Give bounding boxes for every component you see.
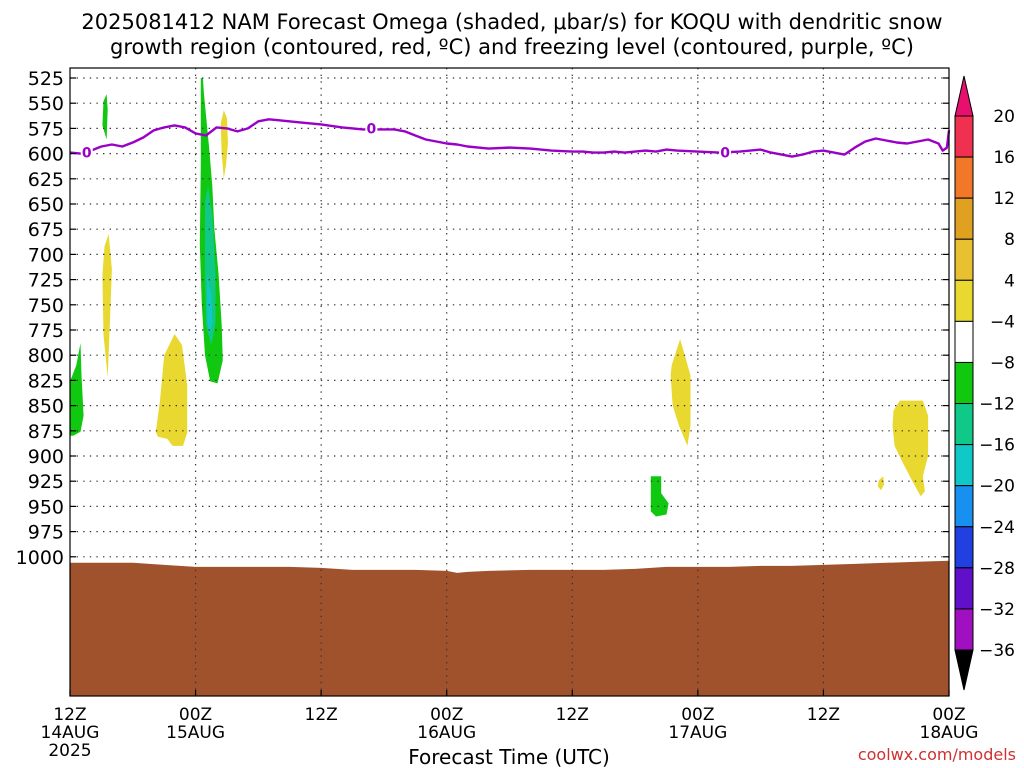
x-tick-label: 00Z <box>430 705 463 725</box>
colorbar-bin <box>954 115 974 158</box>
x-axis-label: Forecast Time (UTC) <box>408 745 610 768</box>
colorbar-bottom-arrow <box>954 649 974 691</box>
colorbar-bin <box>954 156 974 199</box>
colorbar-label: −32 <box>979 600 1015 620</box>
omega-region-10 <box>892 400 929 497</box>
y-tick-label: 625 <box>28 169 64 191</box>
x-tick-label: 12Z <box>807 705 840 725</box>
colorbar-label: −20 <box>979 477 1015 497</box>
colorbar-bin <box>954 403 974 446</box>
x-tick-year: 2025 <box>48 741 91 761</box>
x-tick-date: 14AUG <box>41 723 100 743</box>
y-tick-label: 975 <box>28 522 64 544</box>
x-tick-date: 17AUG <box>668 723 727 743</box>
freezing-level-layer: 0 0 0 <box>69 118 951 162</box>
chart-title-line-2: growth region (contoured, red, ºC) and f… <box>110 35 914 59</box>
colorbar-label: −16 <box>979 436 1015 456</box>
colorbar-label: 12 <box>993 189 1015 209</box>
chart-title-line-1: 2025081412 NAM Forecast Omega (shaded, μ… <box>81 10 942 34</box>
colorbar-bin <box>954 608 974 651</box>
x-tick-label: 12Z <box>556 705 589 725</box>
y-tick-label: 725 <box>28 270 64 292</box>
colorbar-bin <box>954 238 974 281</box>
y-tick-label: 875 <box>28 421 64 443</box>
colorbar-label: −24 <box>979 518 1015 538</box>
colorbar-bin <box>954 567 974 610</box>
colorbar-label: −4 <box>990 312 1015 332</box>
colorbar-label: 4 <box>1004 271 1015 291</box>
y-tick-label: 750 <box>28 295 64 317</box>
omega-region-3 <box>155 334 188 446</box>
freezing-level-label: 0 <box>366 121 376 137</box>
colorbar-label: −12 <box>979 395 1015 415</box>
y-tick-label: 525 <box>28 68 64 90</box>
x-tick-date: 18AUG <box>920 723 979 743</box>
colorbar-label: −36 <box>979 641 1015 661</box>
freezing-level-label: 0 <box>82 146 92 162</box>
freezing-level-label-bg <box>365 120 378 137</box>
y-tick-label: 825 <box>28 370 64 392</box>
colorbar-label: 16 <box>993 148 1015 168</box>
colorbar-bin <box>954 320 974 363</box>
x-tick-label: 00Z <box>681 705 714 725</box>
colorbar-bin <box>954 279 974 322</box>
colorbar: 20 16 12 8 4 −4 −8 −12 −16 −20 −24 −28 −32 −36 <box>954 75 1015 691</box>
y-tick-label: 925 <box>28 471 64 493</box>
y-tick-label: 675 <box>28 219 64 241</box>
omega-region-1 <box>102 234 112 378</box>
plot-frame <box>69 67 950 697</box>
y-tick-label: 850 <box>28 396 64 418</box>
x-tick-label: 00Z <box>179 705 212 725</box>
y-tick-label: 575 <box>28 118 64 140</box>
omega-region-11 <box>877 476 885 491</box>
grid-layer <box>70 68 949 696</box>
terrain-fill <box>70 560 949 696</box>
y-tick-label: 700 <box>28 244 64 266</box>
y-tick-label: 650 <box>28 194 64 216</box>
y-axis: 525 550 575 600 625 650 675 700 725 750 775 800 825 8… <box>16 68 949 569</box>
freezing-level-label-bg <box>80 144 93 161</box>
omega-region-8 <box>670 339 691 446</box>
y-tick-label: 775 <box>28 320 64 342</box>
x-tick-label: 12Z <box>53 705 86 725</box>
y-tick-label: 550 <box>28 93 64 115</box>
colorbar-label: 20 <box>993 107 1015 127</box>
colorbar-bin <box>954 526 974 569</box>
x-tick-date: 15AUG <box>166 723 225 743</box>
x-tick-date: 16AUG <box>417 723 476 743</box>
y-tick-label: 950 <box>28 496 64 518</box>
y-tick-label: 1000 <box>16 547 64 569</box>
omega-region-2 <box>70 343 84 436</box>
y-tick-label: 900 <box>28 446 64 468</box>
x-tick-label: 12Z <box>305 705 338 725</box>
credit-text: coolwx.com/models <box>858 745 1016 764</box>
y-tick-label: 600 <box>28 144 64 166</box>
colorbar-top-arrow <box>954 75 974 117</box>
freezing-level-label: 0 <box>720 146 730 162</box>
colorbar-label: −8 <box>990 353 1015 373</box>
colorbar-label: 8 <box>1004 230 1015 250</box>
freezing-level-label-bg <box>719 144 732 161</box>
freezing-level-line <box>69 118 951 158</box>
terrain-layer <box>70 560 949 696</box>
colorbar-bin <box>954 444 974 487</box>
colorbar-bin <box>954 197 974 240</box>
y-tick-label: 800 <box>28 345 64 367</box>
x-tick-label: 00Z <box>932 705 965 725</box>
colorbar-label: −28 <box>979 559 1015 579</box>
colorbar-bin <box>954 485 974 528</box>
colorbar-bin <box>954 361 974 405</box>
